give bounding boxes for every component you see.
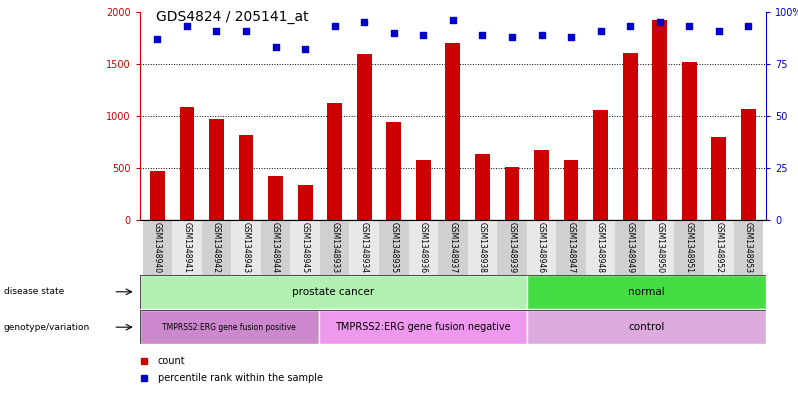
Text: control: control: [629, 322, 665, 332]
Bar: [556, 220, 586, 289]
Bar: [231, 220, 261, 289]
Bar: [445, 43, 460, 220]
Bar: [527, 220, 556, 289]
Bar: [733, 220, 763, 289]
Bar: [586, 220, 615, 289]
Bar: [645, 220, 674, 289]
Bar: [475, 154, 490, 220]
Text: GSM1348945: GSM1348945: [301, 222, 310, 273]
Bar: [172, 220, 202, 289]
Text: count: count: [157, 356, 185, 366]
Point: [654, 19, 666, 25]
Point: [742, 23, 755, 29]
Text: GSM1348947: GSM1348947: [567, 222, 575, 273]
Text: GSM1348933: GSM1348933: [330, 222, 339, 273]
Bar: [202, 220, 231, 289]
Text: GSM1348948: GSM1348948: [596, 222, 605, 273]
Point: [417, 31, 429, 38]
Bar: [527, 275, 766, 309]
Point: [239, 28, 252, 34]
Text: GSM1348942: GSM1348942: [212, 222, 221, 273]
Bar: [327, 103, 342, 220]
Point: [506, 34, 519, 40]
Text: GDS4824 / 205141_at: GDS4824 / 205141_at: [156, 10, 308, 24]
Bar: [150, 171, 164, 220]
Point: [151, 36, 164, 42]
Text: GSM1348941: GSM1348941: [183, 222, 192, 273]
Bar: [318, 310, 527, 344]
Bar: [140, 275, 527, 309]
Bar: [711, 137, 726, 220]
Text: GSM1348937: GSM1348937: [448, 222, 457, 273]
Bar: [563, 160, 579, 220]
Bar: [534, 150, 549, 220]
Text: GSM1348938: GSM1348938: [478, 222, 487, 273]
Point: [565, 34, 578, 40]
Bar: [386, 122, 401, 220]
Bar: [239, 135, 254, 220]
Point: [713, 28, 725, 34]
Point: [476, 31, 489, 38]
Point: [358, 19, 370, 25]
Bar: [497, 220, 527, 289]
Text: percentile rank within the sample: percentile rank within the sample: [157, 373, 322, 383]
Text: GSM1348935: GSM1348935: [389, 222, 398, 273]
Bar: [290, 220, 320, 289]
Bar: [143, 220, 172, 289]
Bar: [504, 167, 519, 220]
Text: prostate cancer: prostate cancer: [293, 287, 374, 297]
Text: GSM1348943: GSM1348943: [242, 222, 251, 273]
Bar: [409, 220, 438, 289]
Text: GSM1348949: GSM1348949: [626, 222, 634, 273]
Point: [298, 46, 311, 52]
Point: [535, 31, 548, 38]
Bar: [140, 310, 318, 344]
Point: [387, 29, 400, 36]
Text: disease state: disease state: [4, 287, 65, 296]
Bar: [622, 53, 638, 220]
Bar: [180, 107, 195, 220]
Point: [446, 17, 459, 23]
Bar: [320, 220, 350, 289]
Point: [624, 23, 637, 29]
Bar: [268, 176, 283, 220]
Bar: [261, 220, 290, 289]
Bar: [527, 310, 766, 344]
Point: [269, 44, 282, 50]
Bar: [209, 119, 224, 220]
Bar: [593, 110, 608, 220]
Text: TMPRSS2:ERG gene fusion positive: TMPRSS2:ERG gene fusion positive: [162, 323, 296, 332]
Text: GSM1348951: GSM1348951: [685, 222, 693, 273]
Point: [328, 23, 341, 29]
Text: GSM1348944: GSM1348944: [271, 222, 280, 273]
Bar: [704, 220, 733, 289]
Text: TMPRSS2:ERG gene fusion negative: TMPRSS2:ERG gene fusion negative: [335, 322, 511, 332]
Text: GSM1348950: GSM1348950: [655, 222, 664, 273]
Bar: [741, 108, 756, 220]
Bar: [652, 20, 667, 220]
Text: GSM1348952: GSM1348952: [714, 222, 723, 273]
Text: genotype/variation: genotype/variation: [4, 323, 90, 332]
Bar: [438, 220, 468, 289]
Bar: [379, 220, 409, 289]
Text: GSM1348940: GSM1348940: [153, 222, 162, 273]
Bar: [350, 220, 379, 289]
Text: GSM1348934: GSM1348934: [360, 222, 369, 273]
Point: [595, 28, 607, 34]
Bar: [298, 185, 313, 220]
Bar: [615, 220, 645, 289]
Bar: [357, 55, 372, 220]
Bar: [674, 220, 704, 289]
Text: GSM1348939: GSM1348939: [508, 222, 516, 273]
Bar: [681, 62, 697, 220]
Text: GSM1348953: GSM1348953: [744, 222, 753, 273]
Point: [683, 23, 696, 29]
Text: normal: normal: [628, 287, 666, 297]
Bar: [468, 220, 497, 289]
Point: [180, 23, 193, 29]
Text: GSM1348936: GSM1348936: [419, 222, 428, 273]
Bar: [416, 160, 431, 220]
Text: GSM1348946: GSM1348946: [537, 222, 546, 273]
Point: [210, 28, 223, 34]
